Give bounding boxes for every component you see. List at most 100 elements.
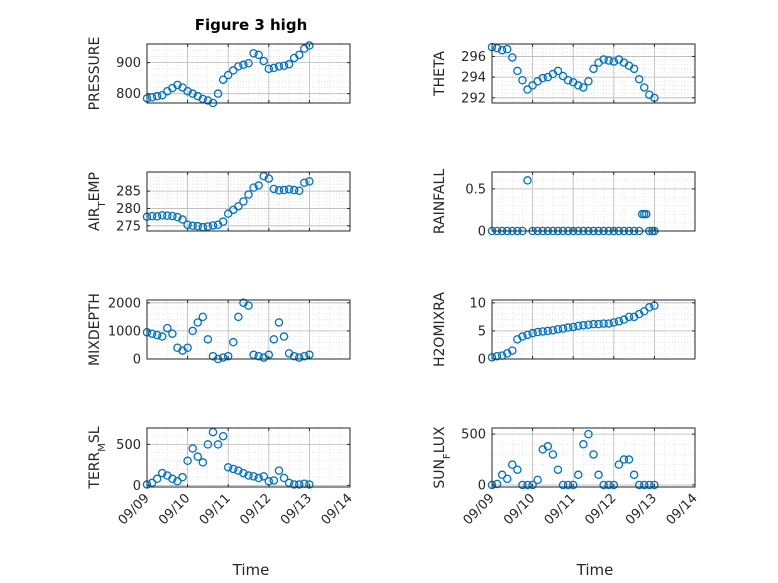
data-point [300,351,309,361]
data-point [579,83,588,92]
axes-frame [146,427,351,488]
data-point [508,53,517,62]
data-point [568,322,578,332]
data-point [553,465,563,474]
y-axis-label: H2OMIXRA [432,292,448,367]
data-point [244,301,253,310]
y-tick-label: 275 [116,219,141,234]
data-point [492,479,502,489]
data-point [614,317,624,326]
data-point [173,80,182,90]
data-point [173,477,182,486]
x-axis-label-right: Time [576,561,614,579]
data-point [645,480,654,490]
axes-frame [491,43,696,104]
data-point [147,93,157,102]
y-axis-label: AIRTEMP [87,172,108,231]
data-point [642,209,651,219]
data-point [518,480,527,490]
data-point [294,480,304,489]
data-point [173,212,182,222]
data-point [563,480,573,490]
y-tick-label: 285 [116,185,141,200]
subplot-mixdepth: 0 1000 2000 MIXDEPTH [87,293,351,368]
data-point [579,321,588,330]
data-point [558,71,568,81]
data-point [188,326,197,336]
data-point [157,468,167,478]
data-point [599,55,608,64]
axes-frame [491,171,696,232]
data-point [274,318,284,327]
data-point [599,480,608,490]
data-point [548,326,558,335]
data-point [563,75,573,85]
subplot-pressure: 800 900 PRESSURE [87,37,351,110]
data-point [223,463,233,472]
data-point [508,346,517,355]
data-point [513,465,522,474]
data-point [193,452,202,461]
y-tick-label: 296 [461,50,486,65]
data-point [599,319,608,328]
y-axis-label: THETA [432,51,448,97]
data-point [502,44,512,54]
y-axis-label-tail: LUX [432,426,448,453]
data-point [183,343,192,353]
data-point [218,217,228,226]
data-point [574,81,583,90]
data-point [594,319,603,329]
data-point [213,440,223,449]
data-point [188,221,197,231]
data-point [254,351,263,361]
y-axis-label-subscript: T [97,201,108,209]
data-point [259,56,268,66]
data-point [223,351,233,361]
data-point [208,221,218,230]
data-point [269,63,279,73]
y-tick-label: 0 [133,479,141,494]
subplot-h2omixra: 0 5 10 H2OMIXRA [432,292,696,368]
data-point [538,73,548,83]
data-point [203,440,213,449]
plot-area [492,172,695,231]
data-point [239,60,248,70]
data-point [584,320,593,329]
data-point [183,86,192,96]
data-point [574,470,583,480]
data-point [543,442,553,451]
data-point [274,186,284,195]
y-tick-label: 292 [461,91,486,106]
data-point [640,480,649,490]
data-point [218,353,228,362]
data-point [203,335,213,344]
data-point [523,480,532,490]
data-point [305,480,314,489]
data-point [548,450,558,459]
data-point [274,466,284,475]
data-point [518,332,527,341]
data-point [229,66,238,75]
data-point [249,350,258,360]
data-point [163,323,172,333]
data-point [279,61,289,70]
y-tick-label: 800 [116,87,141,102]
data-point [168,474,177,484]
y-axis-label: RAINFALL [432,169,448,234]
y-tick-label: 500 [116,438,141,453]
data-point [203,222,213,231]
data-point [234,312,243,322]
y-tick-label: 900 [116,56,141,71]
data-point [558,324,568,333]
data-point [584,77,593,86]
data-point [254,181,263,190]
data-point [294,353,304,362]
data-point [234,466,243,475]
data-point [523,176,532,185]
y-tick-label: 0.5 [465,182,486,197]
data-point [584,429,593,439]
data-point [558,480,568,490]
plot-area [492,300,695,359]
data-point [269,335,279,344]
data-point [168,329,177,338]
